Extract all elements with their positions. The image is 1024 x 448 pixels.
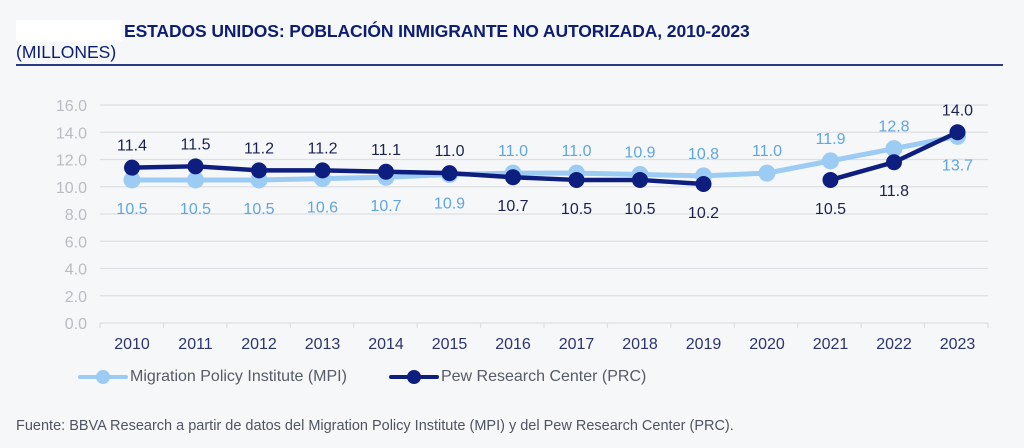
legend-label-mpi: Migration Policy Institute (MPI) — [130, 368, 347, 385]
legend: Migration Policy Institute (MPI) Pew Res… — [78, 368, 688, 386]
data-label-prc: 14.0 — [942, 102, 973, 119]
data-point-prc — [632, 171, 648, 188]
data-point-prc — [695, 176, 712, 193]
data-point-mpi — [123, 171, 141, 189]
series — [123, 124, 966, 193]
y-tick-label: 8.0 — [65, 207, 87, 224]
data-point-mpi — [822, 152, 839, 170]
data-label-mpi: 11.9 — [816, 131, 846, 148]
x-tick-label: 2013 — [305, 336, 341, 353]
legend-item-prc[interactable]: Pew Research Center (PRC) — [388, 368, 647, 386]
data-point-prc — [314, 162, 331, 179]
data-label-mpi: 10.5 — [116, 201, 147, 218]
data-label-mpi: 10.9 — [624, 144, 655, 161]
data-point-prc — [187, 158, 204, 175]
source-note: Fuente: BBVA Research a partir de datos … — [16, 418, 734, 434]
data-label-mpi: 10.7 — [370, 198, 401, 215]
x-tick-label: 2023 — [940, 336, 976, 353]
data-label-prc: 10.5 — [815, 201, 846, 218]
x-tick-label: 2018 — [622, 336, 658, 353]
legend-item-mpi[interactable]: Migration Policy Institute (MPI) — [78, 368, 347, 386]
data-label-mpi: 10.5 — [180, 201, 211, 218]
data-label-prc: 11.2 — [308, 140, 338, 157]
x-tick-label: 2017 — [559, 336, 595, 353]
data-point-mpi — [187, 171, 204, 189]
data-label-prc: 10.5 — [561, 201, 592, 218]
legend-label-prc: Pew Research Center (PRC) — [440, 368, 647, 385]
data-label-mpi: 11.0 — [752, 143, 782, 160]
data-point-prc — [378, 163, 394, 180]
data-point-prc — [124, 159, 140, 176]
data-label-mpi: 11.0 — [562, 143, 592, 160]
x-tick-label: 2021 — [813, 336, 849, 353]
data-point-prc — [251, 162, 267, 179]
y-tick-label: 2.0 — [65, 289, 87, 306]
data-label-prc: 10.2 — [688, 205, 719, 222]
x-axis: 2010 2011 2012 2013 2014 2015 2016 2017 2018 2019… — [99, 323, 989, 353]
chart-header: ESTADOS UNIDOS: POBLACIÓN INMIGRANTE NO … — [16, 16, 750, 46]
data-label-prc: 10.7 — [497, 198, 528, 215]
y-tick-label: 4.0 — [65, 262, 87, 279]
y-tick-label: 0.0 — [65, 316, 87, 333]
title-redaction-box — [16, 20, 122, 42]
y-axis-tick-labels: 0.0 2.0 4.0 6.0 8.0 10.0 12.0 14.0 16.0 — [56, 98, 87, 333]
data-label-prc: 11.0 — [435, 143, 465, 160]
data-label-mpi: 11.0 — [498, 143, 528, 160]
legend-swatch-prc-icon — [388, 370, 439, 384]
series-line-prc — [129, 164, 706, 187]
data-point-mpi — [885, 140, 903, 158]
x-tick-label: 2011 — [178, 336, 213, 353]
x-tick-label: 2020 — [749, 336, 785, 353]
legend-swatch-mpi-icon — [78, 370, 128, 384]
data-label-prc: 11.1 — [371, 142, 401, 159]
chart-subtitle: (MILLONES) — [16, 42, 117, 62]
x-tick-label: 2014 — [368, 336, 404, 353]
series-line-mpi — [129, 133, 960, 183]
data-label-prc: 11.2 — [244, 140, 274, 157]
gridlines — [100, 104, 988, 324]
data-label-mpi: 13.7 — [942, 157, 973, 174]
data-label-prc: 11.8 — [879, 183, 909, 200]
y-tick-label: 10.0 — [56, 180, 87, 197]
data-point-prc — [886, 154, 902, 171]
data-label-mpi: 10.8 — [688, 146, 719, 163]
data-point-prc — [505, 169, 521, 186]
x-tick-label: 2015 — [432, 336, 468, 353]
data-label-prc: 11.5 — [181, 136, 211, 153]
data-labels: 10.5 10.5 10.5 10.6 10.7 10.9 11.0 11.0 10.9 10.8… — [116, 102, 973, 222]
header-divider — [16, 64, 1003, 66]
y-tick-label: 16.0 — [56, 98, 87, 115]
y-tick-label: 6.0 — [65, 234, 87, 251]
x-tick-label: 2019 — [686, 336, 722, 353]
data-label-mpi: 12.8 — [878, 119, 909, 136]
x-tick-label: 2022 — [876, 336, 912, 353]
data-point-prc — [949, 124, 966, 141]
data-point-prc — [568, 171, 585, 188]
data-label-prc: 10.5 — [624, 201, 655, 218]
data-label-mpi: 10.6 — [307, 200, 338, 217]
data-point-prc — [822, 171, 839, 188]
x-tick-label: 2016 — [495, 336, 531, 353]
chart-title: ESTADOS UNIDOS: POBLACIÓN INMIGRANTE NO … — [124, 20, 750, 41]
data-label-mpi: 10.5 — [243, 201, 274, 218]
data-label-mpi: 10.9 — [434, 195, 465, 212]
x-tick-label: 2012 — [241, 336, 277, 353]
data-label-prc: 11.4 — [117, 138, 147, 155]
x-tick-label: 2010 — [114, 336, 150, 353]
y-tick-label: 12.0 — [56, 153, 87, 170]
data-point-mpi — [758, 164, 776, 182]
y-tick-label: 14.0 — [56, 125, 87, 142]
data-point-prc — [441, 165, 458, 182]
